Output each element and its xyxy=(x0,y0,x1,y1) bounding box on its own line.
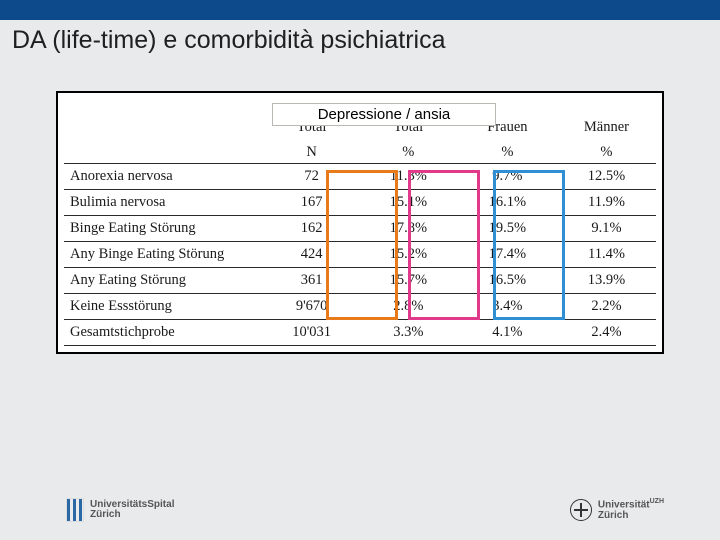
header-bar xyxy=(0,0,720,20)
table-row: Keine Essstörung9'6702.8%3.4%2.2% xyxy=(64,294,656,320)
row-total-pct: 15.1% xyxy=(359,190,458,216)
row-frauen-pct: 16.1% xyxy=(458,190,557,216)
table-container: Depressione / ansia Total Total Frauen M… xyxy=(56,91,664,354)
row-maenner-pct: 13.9% xyxy=(557,268,656,294)
usz-icon xyxy=(66,498,84,522)
col-sub-frauen: % xyxy=(458,140,557,164)
table-body: Anorexia nervosa7211.3%9.7%12.5%Bulimia … xyxy=(64,164,656,346)
page-title: DA (life-time) e comorbidità psichiatric… xyxy=(0,20,720,55)
row-total-pct: 11.3% xyxy=(359,164,458,190)
row-total-pct: 17.8% xyxy=(359,216,458,242)
uzh-sup: UZH xyxy=(650,498,664,505)
row-maenner-pct: 11.4% xyxy=(557,242,656,268)
col-sub-maenner: % xyxy=(557,140,656,164)
row-frauen-pct: 4.1% xyxy=(458,320,557,346)
comorbidity-table: Total Total Frauen Männer N % % % Anorex… xyxy=(64,99,656,346)
row-frauen-pct: 17.4% xyxy=(458,242,557,268)
row-name: Any Eating Störung xyxy=(64,268,264,294)
row-frauen-pct: 9.7% xyxy=(458,164,557,190)
row-maenner-pct: 9.1% xyxy=(557,216,656,242)
row-total-pct: 2.8% xyxy=(359,294,458,320)
row-frauen-pct: 19.5% xyxy=(458,216,557,242)
table-row: Binge Eating Störung16217.8%19.5%9.1% xyxy=(64,216,656,242)
logo-usz: UniversitätsSpital Zürich xyxy=(66,498,174,522)
logo-uzh: UniversitätUZH Zürich xyxy=(570,498,664,521)
table-row: Bulimia nervosa16715.1%16.1%11.9% xyxy=(64,190,656,216)
table-row: Anorexia nervosa7211.3%9.7%12.5% xyxy=(64,164,656,190)
usz-sub: Zürich xyxy=(90,510,174,521)
row-frauen-pct: 16.5% xyxy=(458,268,557,294)
row-name: Any Binge Eating Störung xyxy=(64,242,264,268)
row-maenner-pct: 2.2% xyxy=(557,294,656,320)
row-name: Binge Eating Störung xyxy=(64,216,264,242)
col-sub-blank xyxy=(64,140,264,164)
row-frauen-pct: 3.4% xyxy=(458,294,557,320)
row-n: 167 xyxy=(264,190,358,216)
row-n: 162 xyxy=(264,216,358,242)
row-n: 424 xyxy=(264,242,358,268)
col-header-blank xyxy=(64,99,264,140)
row-n: 361 xyxy=(264,268,358,294)
col-sub-total-pct: % xyxy=(359,140,458,164)
col-header-maenner: Männer xyxy=(557,99,656,140)
row-n: 10'031 xyxy=(264,320,358,346)
uzh-name: Universität xyxy=(598,500,650,511)
col-sub-total-n: N xyxy=(264,140,358,164)
footer: UniversitätsSpital Zürich UniversitätUZH… xyxy=(0,490,720,530)
row-total-pct: 15.7% xyxy=(359,268,458,294)
row-n: 72 xyxy=(264,164,358,190)
uzh-icon xyxy=(570,499,592,521)
row-name: Anorexia nervosa xyxy=(64,164,264,190)
row-n: 9'670 xyxy=(264,294,358,320)
row-total-pct: 3.3% xyxy=(359,320,458,346)
uzh-sub: Zürich xyxy=(598,511,664,522)
table-row: Any Eating Störung36115.7%16.5%13.9% xyxy=(64,268,656,294)
row-maenner-pct: 11.9% xyxy=(557,190,656,216)
row-name: Bulimia nervosa xyxy=(64,190,264,216)
category-label-box: Depressione / ansia xyxy=(272,103,496,126)
table-row: Any Binge Eating Störung42415.2%17.4%11.… xyxy=(64,242,656,268)
row-maenner-pct: 2.4% xyxy=(557,320,656,346)
row-total-pct: 15.2% xyxy=(359,242,458,268)
row-maenner-pct: 12.5% xyxy=(557,164,656,190)
table-row: Gesamtstichprobe10'0313.3%4.1%2.4% xyxy=(64,320,656,346)
row-name: Keine Essstörung xyxy=(64,294,264,320)
row-name: Gesamtstichprobe xyxy=(64,320,264,346)
